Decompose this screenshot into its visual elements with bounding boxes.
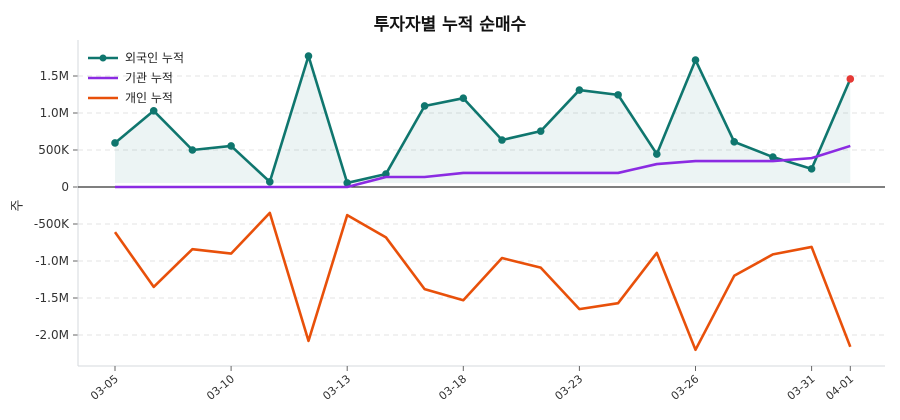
x-tick-label: 03-31: [785, 372, 818, 403]
x-tick-label: 03-10: [204, 372, 237, 403]
data-point: [498, 136, 506, 144]
data-point: [614, 91, 622, 99]
data-point: [420, 102, 429, 110]
series-line-0: [114, 54, 852, 185]
y-tick-label: 1.5M: [40, 69, 69, 83]
data-point: [536, 127, 545, 135]
x-tick-label: 03-26: [669, 372, 702, 403]
data-point: [149, 106, 158, 115]
data-point: [188, 146, 197, 154]
data-point: [304, 52, 313, 60]
data-point: [227, 142, 235, 150]
legend-marker: [99, 54, 107, 62]
data-point: [691, 56, 700, 64]
data-point: [459, 94, 468, 102]
legend-label: 개인 누적: [125, 91, 173, 105]
legend-label: 외국인 누적: [125, 51, 184, 65]
data-point: [769, 153, 777, 161]
y-tick-label: 0: [61, 180, 69, 194]
y-tick-label: -500K: [34, 217, 70, 231]
x-tick-label: 03-18: [436, 372, 469, 403]
x-tick-label: 03-05: [88, 372, 121, 403]
data-point: [266, 178, 274, 186]
x-tick-label: 03-13: [320, 372, 353, 403]
data-point: [730, 138, 738, 146]
x-tick-label: 04-01: [823, 372, 856, 403]
legend-label: 기관 누적: [125, 71, 173, 85]
data-point: [575, 86, 584, 94]
x-tick-label: 03-23: [552, 372, 585, 403]
y-tick-label: -1.5M: [35, 291, 69, 305]
y-tick-label: 1.0M: [40, 106, 69, 120]
data-point: [653, 150, 661, 158]
y-tick-label: 500K: [38, 143, 70, 157]
data-point: [846, 75, 855, 83]
data-point: [807, 165, 816, 173]
chart-title: 투자자별 누적 순매수: [373, 15, 527, 35]
series-line-1: [115, 144, 851, 189]
y-tick-label: -1.0M: [35, 254, 69, 268]
y-tick-label: -2.0M: [35, 328, 69, 342]
data-point: [111, 139, 119, 147]
data-point: [343, 179, 352, 187]
y-axis-label: 주: [10, 199, 26, 212]
series-line-2: [113, 211, 852, 352]
